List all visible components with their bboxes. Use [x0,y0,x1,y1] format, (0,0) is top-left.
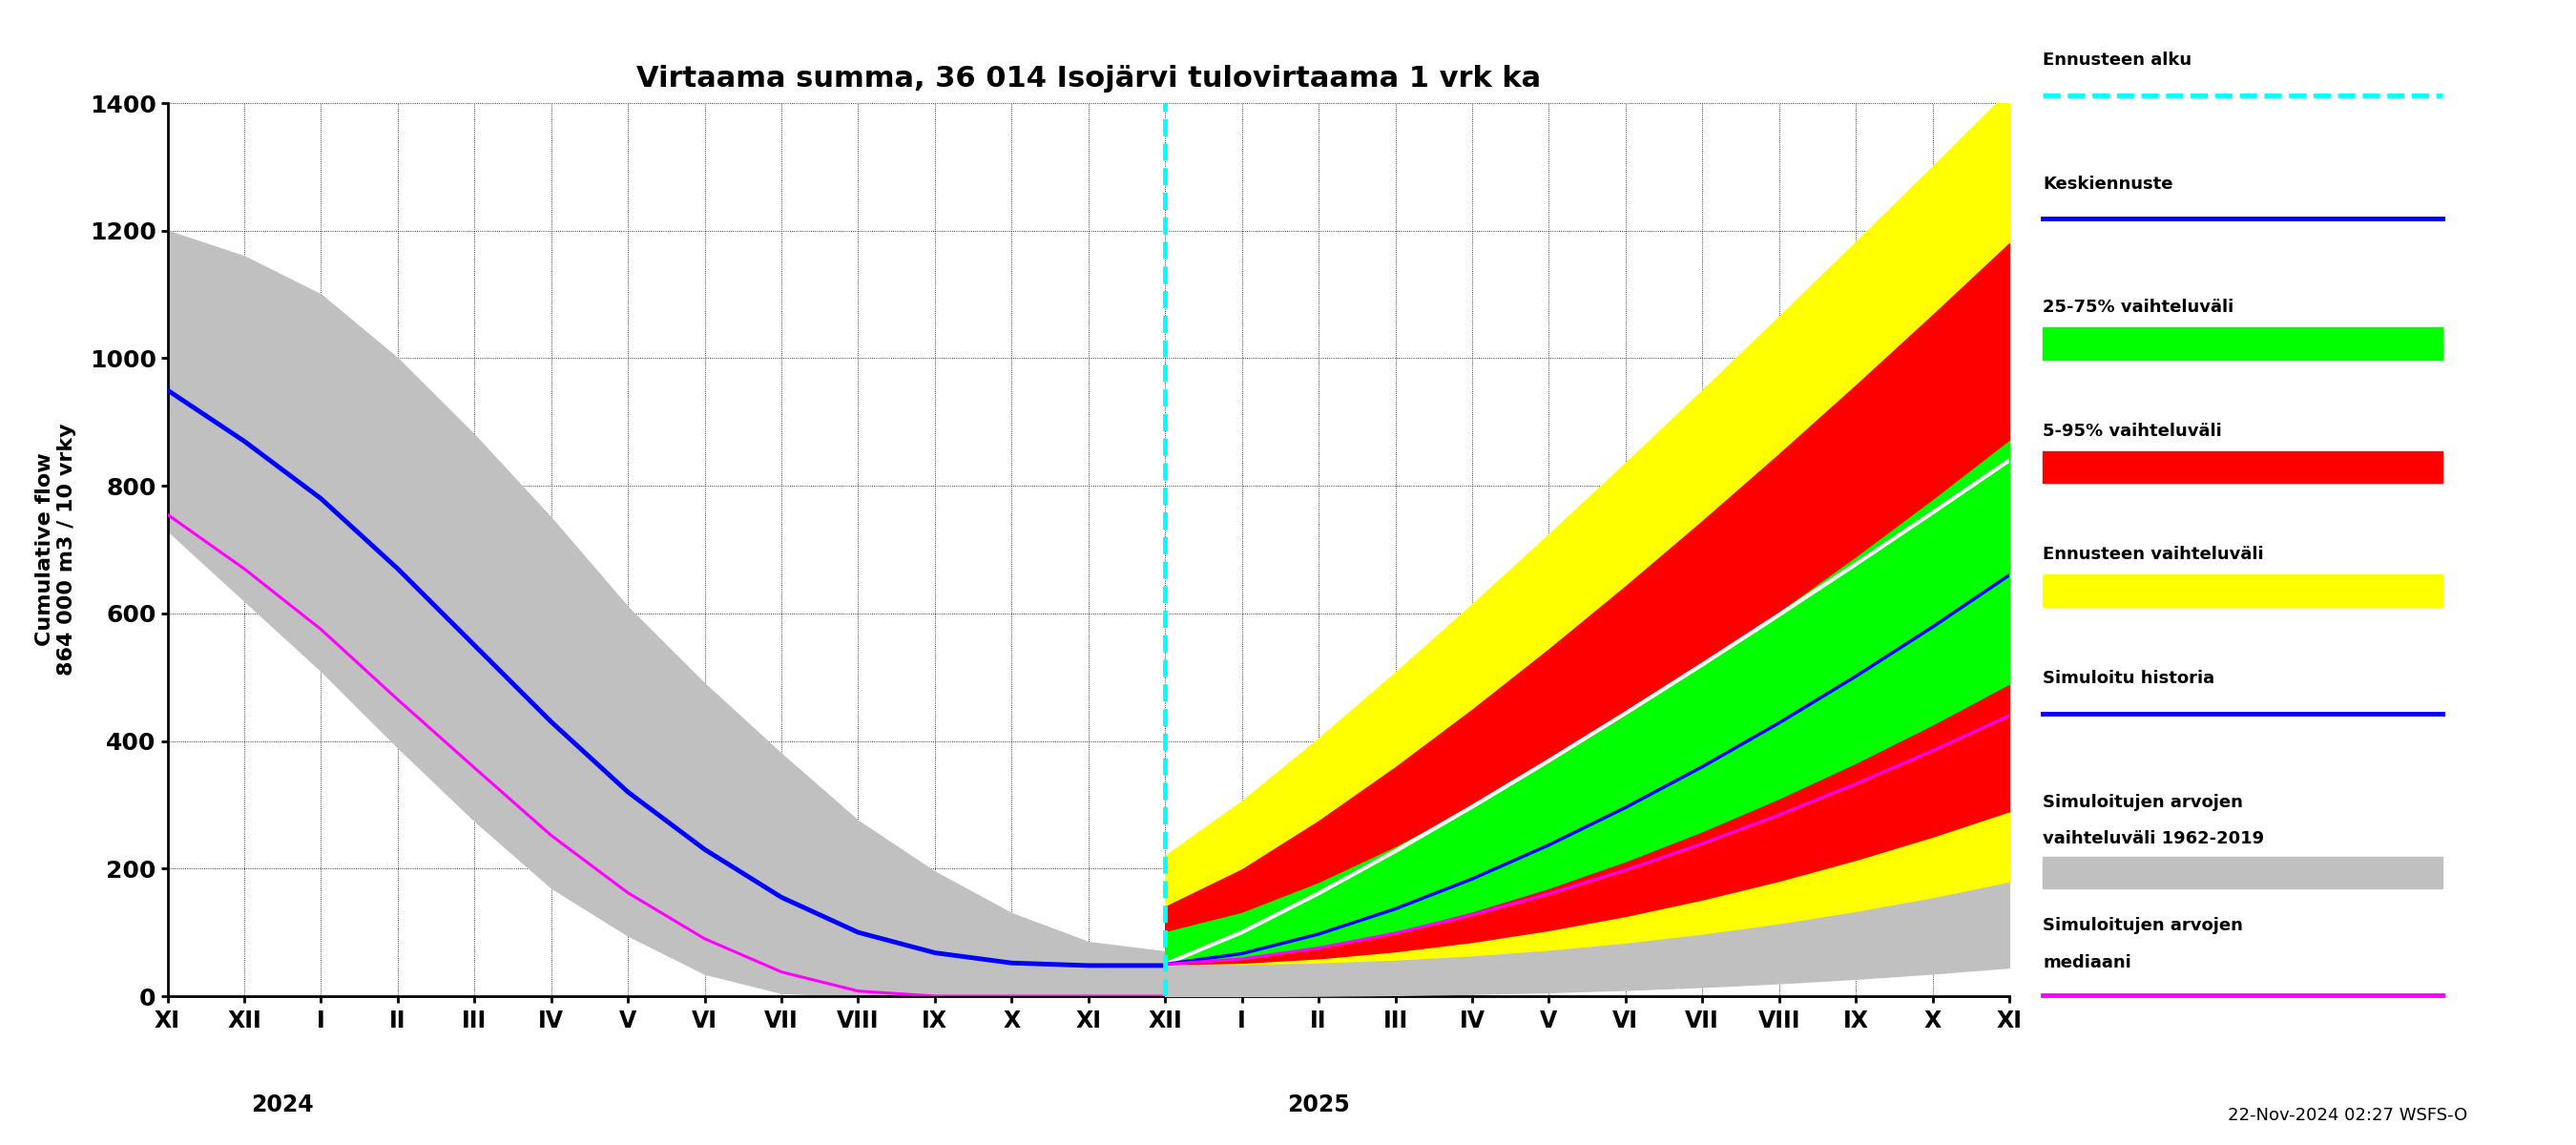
Text: 2025: 2025 [1288,1093,1350,1116]
Text: 22-Nov-2024 02:27 WSFS-O: 22-Nov-2024 02:27 WSFS-O [2228,1107,2468,1124]
Text: Simuloitujen arvojen: Simuloitujen arvojen [2043,793,2244,811]
Text: Ennusteen alku: Ennusteen alku [2043,52,2192,69]
Title: Virtaama summa, 36 014 Isojärvi tulovirtaama 1 vrk ka: Virtaama summa, 36 014 Isojärvi tulovirt… [636,65,1540,93]
Text: Keskiennuste: Keskiennuste [2043,175,2174,192]
Text: Simuloitujen arvojen: Simuloitujen arvojen [2043,917,2244,934]
Text: Simuloitu historia: Simuloitu historia [2043,670,2215,687]
Y-axis label: Cumulative flow
864 000 m3 / 10 vrky: Cumulative flow 864 000 m3 / 10 vrky [36,424,77,676]
Text: mediaani: mediaani [2043,954,2130,971]
Text: 2024: 2024 [252,1093,314,1116]
Text: 5-95% vaihteluväli: 5-95% vaihteluväli [2043,423,2223,440]
Text: vaihteluväli 1962-2019: vaihteluväli 1962-2019 [2043,830,2264,847]
Text: Ennusteen vaihteluväli: Ennusteen vaihteluväli [2043,546,2264,563]
Text: 25-75% vaihteluväli: 25-75% vaihteluväli [2043,299,2233,316]
